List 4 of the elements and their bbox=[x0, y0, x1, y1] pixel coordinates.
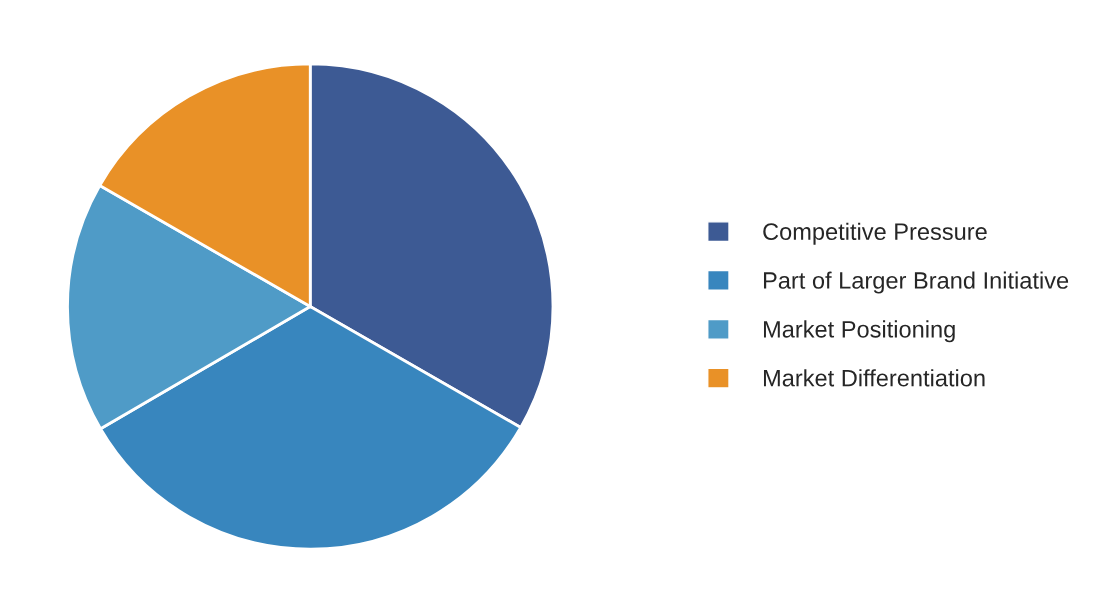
legend-label: Competitive Pressure bbox=[763, 222, 987, 245]
legend-label: Market Differentiation bbox=[763, 369, 985, 387]
legend-label: Part of Larger Brand Initiative bbox=[763, 271, 1069, 294]
legend-label: Market Positioning bbox=[763, 320, 955, 343]
